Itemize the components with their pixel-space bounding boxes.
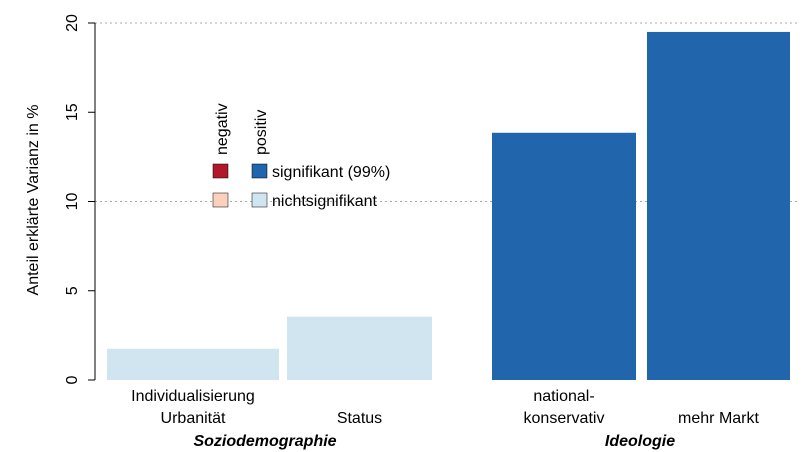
bar xyxy=(287,316,432,380)
y-axis-title: Anteil erklärte Varianz in % xyxy=(25,105,42,296)
legend-column-label: negativ xyxy=(214,103,231,155)
x-tick-label: mehr Markt xyxy=(678,410,759,427)
bar xyxy=(492,132,636,380)
legend-row-label: nichtsignifikant xyxy=(272,193,378,210)
legend-column-label: positiv xyxy=(253,110,270,155)
y-tick-label: 5 xyxy=(64,286,81,295)
bar xyxy=(107,348,279,380)
group-label: Ideologie xyxy=(605,433,675,450)
group-label: Soziodemographie xyxy=(193,433,336,450)
y-tick-label: 0 xyxy=(64,375,81,384)
legend-swatch xyxy=(212,163,229,179)
legend-swatch xyxy=(212,192,229,208)
y-tick-label: 10 xyxy=(64,193,81,211)
x-tick-label: Urbanität xyxy=(161,410,226,427)
legend-row-label: signifikant (99%) xyxy=(272,164,390,181)
x-tick-label: Status xyxy=(337,410,382,427)
legend-swatch xyxy=(251,163,268,179)
x-tick-label: konservativ xyxy=(524,410,605,427)
bar xyxy=(647,31,790,381)
y-tick-label: 20 xyxy=(64,14,81,32)
x-tick-label: Individualisierung xyxy=(131,388,255,405)
x-tick-label: national- xyxy=(533,388,594,405)
y-tick-label: 15 xyxy=(64,103,81,121)
legend-swatch xyxy=(251,192,268,208)
